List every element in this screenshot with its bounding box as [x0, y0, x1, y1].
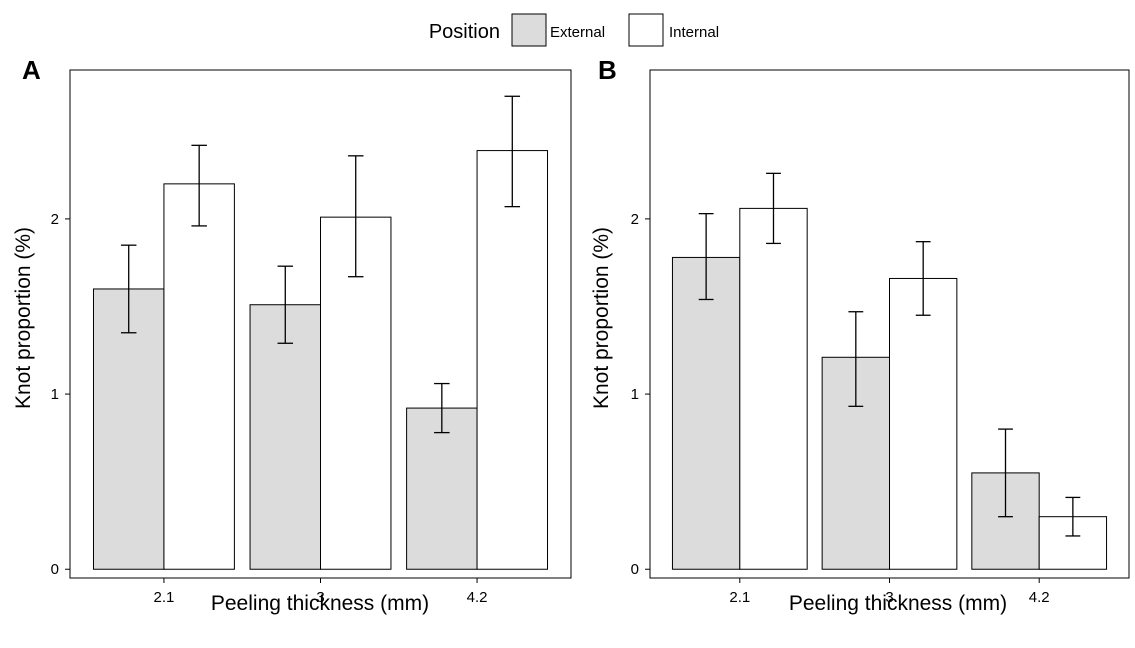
panel-b-ylabel: Knot proportion (%)	[590, 227, 613, 409]
legend-label-external: External	[550, 24, 605, 41]
panel-a-error-bar	[277, 265, 294, 344]
panel-b-error-bar	[915, 241, 931, 316]
panel-a-error-bar	[434, 382, 450, 434]
panel-b-plot: 2.1 3 4.2 0 1 2	[631, 69, 1130, 606]
panel-b-bar	[671, 256, 741, 570]
panel-a-y-tick-label: 2	[51, 211, 59, 228]
legend-title: Position	[429, 21, 500, 43]
panel-a-x-tick-label: 2.1	[154, 589, 175, 606]
legend-swatch-internal	[628, 13, 664, 47]
panel-a-x-tick-label: 3	[316, 589, 324, 606]
panel-b-x-tick-label: 4.2	[1029, 589, 1050, 606]
panel-b-x-tick-label: 2.1	[729, 589, 750, 606]
panel-a-error-bar	[504, 95, 521, 208]
panel-b-error-bar	[698, 212, 714, 301]
panel-b: B 2.1 3 4.2 0 1 2 Peeling thickness (mm) Knot…	[590, 55, 1130, 615]
panel-a-x-tick-label: 4.2	[467, 589, 488, 606]
legend-swatch-external	[511, 13, 547, 47]
panel-a-plot: 2.1 3 4.2 0 1 2	[51, 69, 572, 606]
panel-b-y-tick-label: 0	[631, 561, 639, 578]
legend: Position External Internal	[429, 13, 719, 47]
panel-a-error-bar	[191, 144, 207, 227]
legend-label-internal: Internal	[669, 24, 719, 41]
panel-b-x-tick-label: 3	[885, 589, 893, 606]
panel-b-y-tick-label: 1	[631, 386, 639, 403]
panel-b-error-bar	[848, 311, 864, 407]
panel-a-xlabel: Peeling thickness (mm)	[211, 592, 429, 615]
panel-b-error-bar	[766, 172, 781, 245]
panel-a-bar	[249, 304, 321, 570]
panel-b-bar	[889, 277, 958, 570]
panel-b-error-bar	[998, 428, 1013, 518]
panel-b-y-tick-label: 2	[631, 211, 639, 228]
panel-a-y-tick-label: 1	[51, 386, 59, 403]
panel-b-letter: B	[598, 55, 617, 85]
panel-a-y-tick-label: 0	[51, 561, 59, 578]
panel-b-bar	[739, 207, 808, 570]
panel-a-bar	[163, 183, 235, 570]
panel-b-error-bar	[1065, 496, 1081, 537]
panel-a: A 2.1 3 4.2 0 1 2 Peeling thickness (mm) Knot…	[12, 55, 572, 615]
panel-a-error-bar	[120, 244, 137, 334]
panel-a-error-bar	[347, 155, 364, 278]
panel-a-letter: A	[22, 55, 41, 85]
panel-a-ylabel: Knot proportion (%)	[12, 227, 35, 409]
panel-b-xlabel: Peeling thickness (mm)	[789, 592, 1007, 615]
panel-a-bar	[476, 150, 549, 570]
panel-a-bar	[406, 407, 478, 570]
